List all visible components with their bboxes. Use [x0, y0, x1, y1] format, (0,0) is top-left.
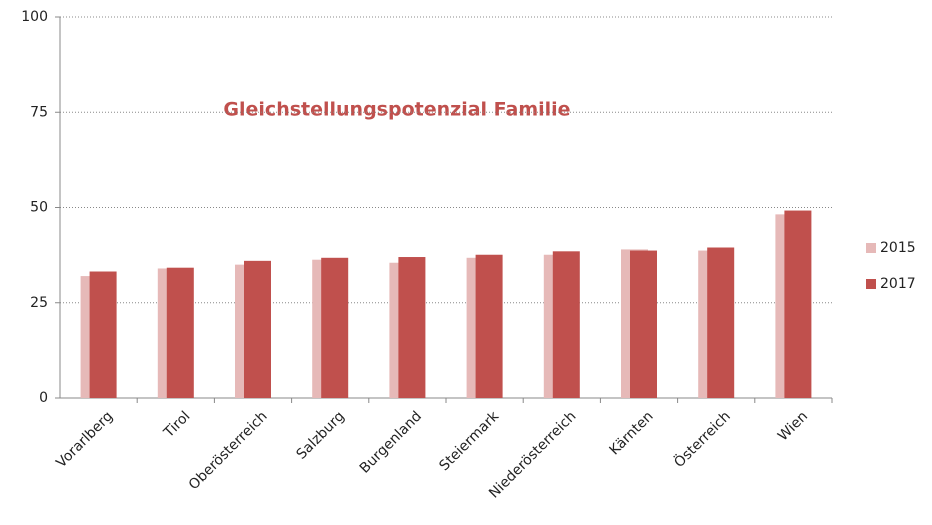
x-tick-label: Niederösterreich — [486, 408, 579, 501]
bar — [630, 250, 657, 398]
x-tick-label: Oberösterreich — [186, 408, 271, 493]
y-tick-label: 75 — [30, 104, 48, 120]
legend-swatch — [866, 279, 876, 289]
x-tick-label: Burgenland — [357, 408, 425, 476]
bar — [166, 267, 194, 398]
x-tick-label: Salzburg — [293, 408, 347, 462]
bar — [707, 247, 735, 398]
legend-label: 2017 — [880, 276, 916, 292]
y-tick-label: 25 — [30, 295, 48, 311]
x-tick-label: Steiermark — [436, 408, 502, 474]
y-tick-label: 50 — [30, 200, 48, 216]
bar — [398, 257, 426, 398]
bar — [552, 251, 580, 398]
legend-swatch — [866, 243, 876, 253]
x-tick-label: Vorarlberg — [53, 408, 116, 471]
bar — [244, 260, 271, 398]
x-tick-label: Österreich — [670, 407, 734, 471]
x-tick-label: Wien — [775, 408, 811, 444]
y-tick-label: 0 — [39, 390, 48, 406]
x-tick-label: Tirol — [160, 408, 193, 441]
bar — [321, 257, 349, 398]
bar — [475, 254, 503, 398]
bar — [89, 271, 117, 398]
legend-label: 2015 — [880, 240, 916, 256]
chart-title: Gleichstellungspotenzial Familie — [223, 99, 570, 121]
y-tick-label: 100 — [21, 9, 48, 25]
x-tick-label: Kärnten — [607, 408, 657, 458]
bar — [784, 210, 812, 398]
